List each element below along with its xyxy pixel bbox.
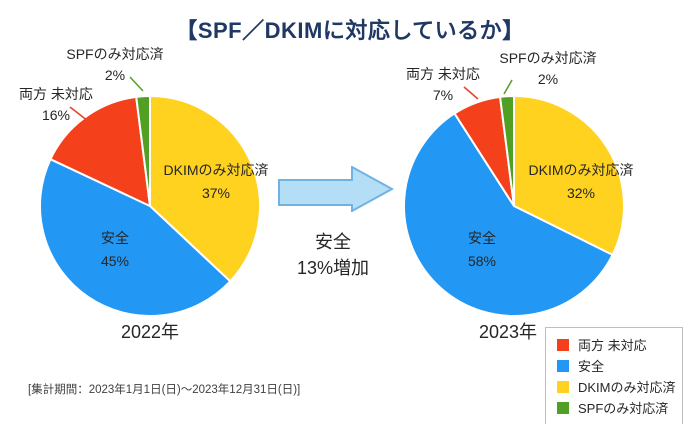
- inside-label-safe-2023: 安全 58%: [432, 227, 532, 273]
- slice-label: 安全: [101, 230, 129, 246]
- legend-swatch-blue: [557, 359, 569, 372]
- callout-both-unsupported-2023: 両方 未対応 7%: [387, 64, 499, 106]
- legend-swatch-red: [557, 338, 569, 351]
- callout-label: 両方 未対応: [19, 86, 93, 102]
- year-label-2023: 2023年: [478, 322, 538, 342]
- callout-label: SPFのみ対応済: [66, 46, 164, 62]
- pie-chart-2023: [403, 94, 625, 317]
- legend-label: DKIMのみ対応済: [578, 380, 676, 395]
- inside-label-dkim-only-2023: DKIMのみ対応済 32%: [505, 159, 657, 205]
- slice-label: 安全: [468, 230, 496, 246]
- legend-item-safe: 安全: [557, 355, 682, 376]
- pie-chart-2022: [39, 95, 261, 317]
- inside-label-safe-2022: 安全 45%: [65, 227, 165, 273]
- legend-swatch-green: [557, 401, 569, 414]
- slice-percent: 58%: [467, 253, 497, 269]
- callout-percent: 2%: [537, 71, 559, 87]
- callout-percent: 7%: [432, 87, 454, 103]
- legend-label: 両方 未対応: [578, 338, 647, 353]
- slice-percent: 37%: [201, 185, 231, 201]
- slice-label: DKIMのみ対応済: [528, 162, 634, 178]
- annotation-safe-increase: 安全 13%増加: [263, 229, 403, 281]
- callout-label: SPFのみ対応済: [499, 50, 597, 66]
- callout-spf-only-2023: SPFのみ対応済 2%: [473, 48, 623, 90]
- annotation-line1: 安全: [315, 232, 351, 252]
- legend-label: SPFのみ対応済: [578, 401, 669, 416]
- pie-slice-safe: [39, 158, 232, 317]
- legend: 両方 未対応 安全 DKIMのみ対応済 SPFのみ対応済: [545, 327, 683, 424]
- inside-label-dkim-only-2022: DKIMのみ対応済 37%: [140, 159, 292, 205]
- pie-slice-spf_only: [499, 94, 515, 207]
- pie-slice-safe: [403, 112, 614, 317]
- callout-percent: 16%: [41, 107, 71, 123]
- slice-percent: 45%: [100, 253, 130, 269]
- right-arrow-icon: [278, 166, 394, 212]
- callout-spf-only-2022: SPFのみ対応済 2%: [40, 44, 190, 86]
- legend-swatch-yellow: [557, 380, 569, 393]
- callout-label: 両方 未対応: [406, 66, 480, 82]
- slice-percent: 32%: [566, 185, 596, 201]
- slice-label: DKIMのみ対応済: [163, 162, 269, 178]
- annotation-line2: 13%増加: [296, 258, 370, 278]
- pie-slice-dkim_only: [513, 95, 625, 256]
- callout-percent: 2%: [104, 67, 126, 83]
- legend-item-both-unsupported: 両方 未対応: [557, 334, 682, 355]
- right-arrow-shape: [278, 166, 394, 212]
- pie-slice-spf_only: [135, 95, 151, 207]
- year-label-2022: 2022年: [120, 322, 180, 342]
- legend-label: 安全: [578, 359, 605, 374]
- callout-both-unsupported-2022: 両方 未対応 16%: [0, 84, 112, 126]
- footnote-period: [集計期間：2023年1月1日(日)～2023年12月31日(日)]: [28, 384, 301, 396]
- legend-item-dkim-only: DKIMのみ対応済: [557, 376, 682, 397]
- chart-title: 【SPF／DKIMに対応しているか】: [175, 18, 525, 43]
- pie-slice-dkim_only: [149, 95, 261, 283]
- legend-item-spf-only: SPFのみ対応済: [557, 397, 682, 418]
